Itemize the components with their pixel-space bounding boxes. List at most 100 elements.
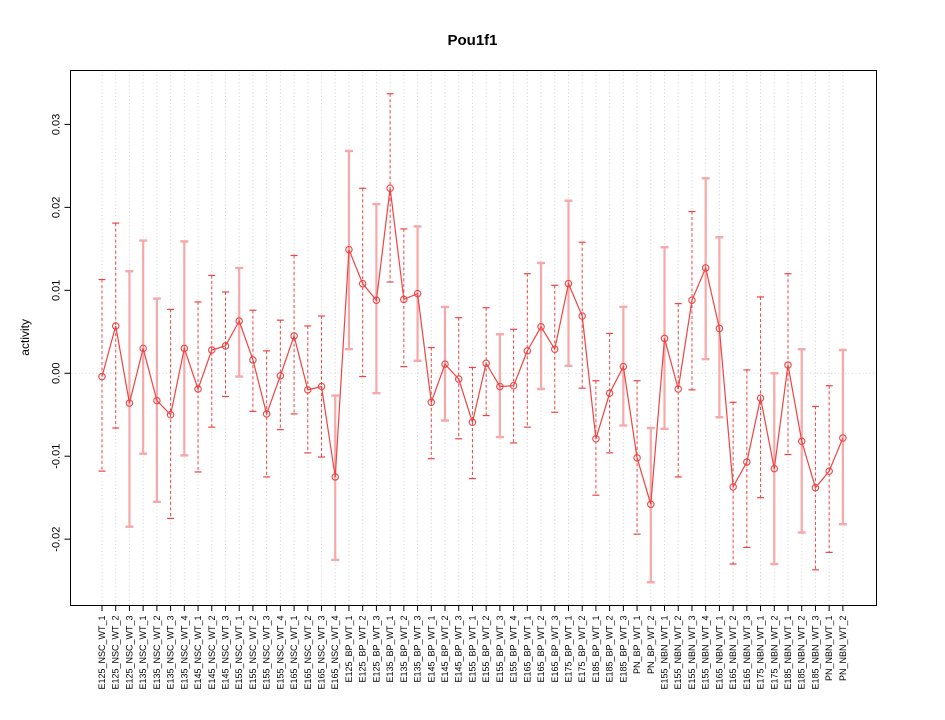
- data-point: [797, 437, 806, 446]
- data-point: [756, 394, 765, 402]
- data-point: [400, 295, 408, 304]
- data-point: [825, 467, 833, 475]
- data-point: [551, 345, 559, 353]
- data-point: [715, 324, 724, 333]
- data-point: [839, 434, 847, 442]
- data-point: [276, 371, 285, 380]
- x-tick-label: E165_BP_WT_3: [550, 616, 560, 683]
- data-point: [153, 396, 161, 405]
- x-tick-label: E165_NSC_WT_2: [303, 616, 313, 690]
- data-point: [358, 279, 367, 288]
- data-point: [331, 473, 339, 481]
- x-tick-label: E145_NSC_WT_2: [207, 616, 217, 690]
- data-point: [304, 386, 312, 394]
- x-tick-label: E135_NSC_WT_4: [179, 616, 189, 690]
- y-tick-label: 0.00: [51, 363, 63, 384]
- data-point: [345, 245, 353, 254]
- data-point: [660, 334, 669, 343]
- x-tick-label: E155_BP_WT_3: [495, 616, 505, 683]
- data-point: [482, 359, 490, 368]
- data-point: [413, 289, 422, 298]
- x-tick-label: E155_BP_WT_4: [509, 616, 519, 683]
- data-point: [235, 317, 243, 325]
- data-points: [98, 184, 847, 509]
- x-tick-label: E125_NSC_WT_3: [124, 616, 134, 690]
- x-tick-label: E165_NBN_WT_3: [742, 616, 752, 690]
- x-tick-label: E135_BP_WT_1: [385, 616, 395, 683]
- x-tick-label: PN_BP_WT_2: [646, 616, 656, 675]
- series-line: [101, 188, 844, 505]
- x-tick-label: PN_NBN_WT_1: [824, 616, 834, 682]
- x-tick-label: E145_NSC_WT_1: [193, 616, 203, 690]
- data-point: [770, 464, 779, 473]
- x-tick-label: E185_BP_WT_3: [618, 616, 628, 683]
- data-point: [441, 360, 449, 368]
- data-point: [208, 346, 216, 354]
- x-tick-label: E165_NSC_WT_4: [330, 616, 340, 690]
- y-tick-label: 0.03: [51, 114, 63, 135]
- x-tick-label: E185_BP_WT_1: [591, 616, 601, 683]
- data-point: [743, 458, 751, 466]
- data-point: [729, 483, 737, 491]
- data-point: [98, 372, 106, 381]
- x-tick-label: E145_BP_WT_2: [440, 616, 450, 683]
- x-tick-label: E125_NSC_WT_2: [111, 616, 121, 690]
- data-point: [605, 389, 614, 397]
- data-point: [180, 344, 189, 353]
- data-point: [221, 342, 230, 350]
- x-tick-label: E125_BP_WT_3: [371, 616, 381, 683]
- x-tick-label: E165_NSC_WT_1: [289, 616, 299, 690]
- data-point: [372, 296, 381, 305]
- x-tick-label: E155_BP_WT_1: [467, 616, 477, 683]
- x-tick-label: E135_NSC_WT_3: [166, 616, 176, 690]
- x-tick-label: E155_NSC_WT_2: [248, 616, 258, 690]
- data-point: [166, 410, 175, 419]
- data-point: [619, 362, 628, 371]
- x-tick-label: E155_NSC_WT_4: [275, 616, 285, 690]
- y-tick-label: -0.01: [51, 444, 63, 469]
- x-tick-label: E125_BP_WT_2: [358, 616, 368, 683]
- x-tick-label: E155_BP_WT_2: [481, 616, 491, 683]
- data-point: [290, 332, 298, 340]
- gridlines: [71, 71, 876, 605]
- data-point: [194, 385, 202, 393]
- x-tick-label: E155_NSC_WT_3: [262, 616, 272, 690]
- data-point: [784, 361, 792, 369]
- data-point: [249, 356, 257, 364]
- data-point: [811, 483, 820, 492]
- data-point: [564, 279, 573, 288]
- x-tick-label: E135_BP_WT_3: [413, 616, 423, 683]
- x-tick-label: E165_BP_WT_2: [536, 616, 546, 683]
- x-tick-label: E145_BP_WT_3: [454, 616, 464, 683]
- data-point: [701, 264, 710, 272]
- x-tick-label: E185_NBN_WT_2: [797, 616, 807, 690]
- y-tick-label: 0.02: [51, 197, 63, 218]
- series: [101, 188, 844, 505]
- x-tick-label: E135_BP_WT_2: [399, 616, 409, 683]
- data-point: [537, 323, 545, 331]
- x-tick-label: E165_NBN_WT_1: [714, 616, 724, 690]
- x-tick-label: E155_NBN_WT_1: [660, 616, 670, 690]
- x-tick-label: E175_BP_WT_2: [577, 616, 587, 683]
- x-tick-label: E165_BP_WT_1: [522, 616, 532, 683]
- data-point: [647, 500, 655, 509]
- x-tick-label: E135_NSC_WT_1: [138, 616, 148, 690]
- x-tick-label: E185_NBN_WT_3: [810, 616, 820, 690]
- x-tick-label: E175_NBN_WT_2: [769, 616, 779, 690]
- data-point: [688, 296, 696, 305]
- x-axis: E125_NSC_WT_1 E125_NSC_WT_2 E125_NSC_WT_3 E…: [97, 605, 848, 690]
- x-tick-label: E155_NBN_WT_3: [687, 616, 697, 690]
- data-point: [523, 347, 532, 355]
- plot-border: [70, 70, 877, 606]
- x-tick-label: E185_BP_WT_2: [605, 616, 615, 683]
- data-point: [674, 385, 682, 393]
- data-point: [592, 435, 600, 443]
- data-point: [111, 322, 120, 330]
- data-point: [454, 375, 463, 383]
- data-point: [633, 454, 641, 462]
- x-tick-label: E185_NBN_WT_1: [783, 616, 793, 690]
- x-tick-label: E155_NSC_WT_1: [234, 616, 244, 690]
- x-tick-label: PN_NBN_WT_2: [838, 616, 848, 682]
- x-tick-label: E155_NBN_WT_4: [701, 616, 711, 690]
